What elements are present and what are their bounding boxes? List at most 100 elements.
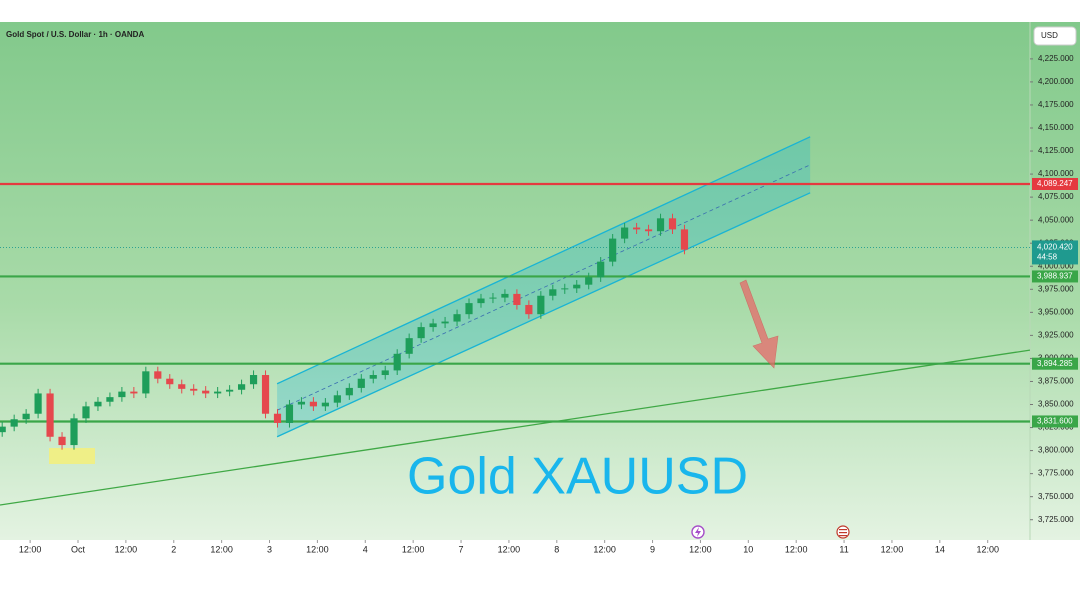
event-icon-bolt bbox=[695, 527, 701, 537]
y-tick-label: 3,750.000 bbox=[1038, 492, 1074, 501]
candle-body bbox=[345, 387, 353, 396]
y-tick-label: 3,725.000 bbox=[1038, 515, 1074, 524]
candle-body bbox=[680, 229, 689, 250]
y-tick-label: 3,975.000 bbox=[1038, 284, 1074, 293]
candle-body bbox=[537, 295, 545, 315]
x-tick-label: 12:00 bbox=[306, 544, 329, 554]
currency-label: USD bbox=[1041, 31, 1058, 40]
candle-body bbox=[46, 393, 54, 437]
y-tick-label: 4,225.000 bbox=[1038, 54, 1074, 63]
candle-body bbox=[94, 401, 102, 407]
x-tick-label: 12:00 bbox=[785, 544, 808, 554]
level-label-box bbox=[1032, 357, 1078, 370]
candle-body bbox=[561, 288, 569, 290]
candle-body bbox=[285, 404, 294, 423]
y-tick-label: 3,800.000 bbox=[1038, 446, 1074, 455]
candle-body bbox=[273, 413, 282, 423]
candle-body bbox=[668, 218, 677, 230]
x-tick-label: 12:00 bbox=[19, 544, 42, 554]
y-tick-label: 3,875.000 bbox=[1038, 377, 1074, 386]
axes: 3,725.0003,750.0003,775.0003,800.0003,82… bbox=[19, 54, 1078, 554]
candle-body bbox=[261, 375, 270, 414]
last-price-box bbox=[1032, 240, 1078, 265]
y-tick-label: 4,150.000 bbox=[1038, 123, 1074, 132]
x-tick-label: 12:00 bbox=[402, 544, 425, 554]
x-tick-label: 12:00 bbox=[115, 544, 138, 554]
candle-body bbox=[357, 378, 365, 388]
y-tick-label: 4,000.000 bbox=[1038, 261, 1074, 270]
candle-body bbox=[309, 401, 317, 407]
x-tick-label: 12:00 bbox=[210, 544, 233, 554]
candle-body bbox=[585, 277, 593, 285]
plot bbox=[0, 136, 1030, 506]
y-tick-label: 3,775.000 bbox=[1038, 469, 1074, 478]
last-price-label: 4,020.420 bbox=[1037, 243, 1073, 252]
chart-title: Gold Spot / U.S. Dollar · 1h · OANDA bbox=[6, 30, 144, 39]
candle-body bbox=[549, 289, 557, 296]
currency-button[interactable] bbox=[1033, 26, 1077, 46]
trend-line bbox=[0, 349, 1030, 506]
x-tick-label: 2 bbox=[171, 544, 176, 554]
x-tick-label: 7 bbox=[459, 544, 464, 554]
x-tick-label: 12:00 bbox=[498, 544, 521, 554]
candle-body bbox=[369, 375, 377, 379]
candle-body bbox=[202, 390, 210, 394]
annotation: Gold XAUUSD bbox=[407, 448, 748, 506]
candle-body bbox=[118, 391, 126, 398]
plot-background bbox=[0, 22, 1080, 540]
candle-body bbox=[381, 370, 389, 376]
candle-body bbox=[405, 338, 413, 354]
candle-body bbox=[633, 227, 641, 230]
candle-body bbox=[441, 321, 449, 324]
candle-body bbox=[453, 314, 461, 322]
candle-body bbox=[525, 304, 533, 315]
y-tick-label: 4,125.000 bbox=[1038, 146, 1074, 155]
candle-body bbox=[573, 284, 581, 289]
candle-body bbox=[226, 389, 234, 392]
candle-body bbox=[58, 436, 66, 446]
candle-body bbox=[609, 238, 617, 262]
x-tick-label: 11 bbox=[839, 544, 848, 554]
candle-body bbox=[501, 293, 509, 298]
channel-lower bbox=[276, 192, 811, 438]
x-tick-label: 12:00 bbox=[689, 544, 712, 554]
candle-body bbox=[142, 371, 150, 394]
level-label: 3,831.600 bbox=[1037, 417, 1073, 426]
flag-stripe bbox=[839, 535, 847, 537]
x-tick-label: 9 bbox=[650, 544, 655, 554]
candle-body bbox=[333, 395, 341, 403]
candle-body bbox=[597, 261, 605, 278]
candle-body bbox=[644, 229, 653, 232]
x-tick-label: Oct bbox=[71, 544, 86, 554]
candle-body bbox=[621, 227, 629, 239]
candle-body bbox=[190, 388, 198, 391]
level-label-box bbox=[1032, 177, 1078, 190]
x-tick-label: 12:00 bbox=[593, 544, 616, 554]
candle-body bbox=[10, 419, 18, 427]
candle-body bbox=[106, 397, 114, 402]
candle-body bbox=[22, 413, 30, 420]
level-label-box bbox=[1032, 270, 1078, 283]
y-tick-label: 3,850.000 bbox=[1038, 400, 1074, 409]
y-tick-label: 3,950.000 bbox=[1038, 307, 1074, 316]
candle-body bbox=[70, 418, 78, 446]
candle-body bbox=[0, 426, 6, 433]
y-tick-label: 4,100.000 bbox=[1038, 169, 1074, 178]
candle-body bbox=[34, 393, 42, 414]
level-label: 3,988.937 bbox=[1037, 272, 1073, 281]
down-arrow bbox=[739, 279, 779, 369]
candle-body bbox=[249, 375, 258, 385]
x-tick-label: 3 bbox=[267, 544, 272, 554]
level-label: 4,089.247 bbox=[1037, 179, 1073, 188]
x-tick-label: 12:00 bbox=[976, 544, 999, 554]
candle-body bbox=[656, 218, 665, 232]
candle-body bbox=[489, 297, 497, 299]
candle-body bbox=[417, 327, 425, 339]
flag-stripe bbox=[839, 532, 847, 534]
x-tick-label: 8 bbox=[554, 544, 559, 554]
y-tick-label: 4,175.000 bbox=[1038, 100, 1074, 109]
y-tick-label: 4,200.000 bbox=[1038, 77, 1074, 86]
flag-stripe bbox=[839, 529, 847, 531]
highlight-box bbox=[49, 448, 95, 464]
